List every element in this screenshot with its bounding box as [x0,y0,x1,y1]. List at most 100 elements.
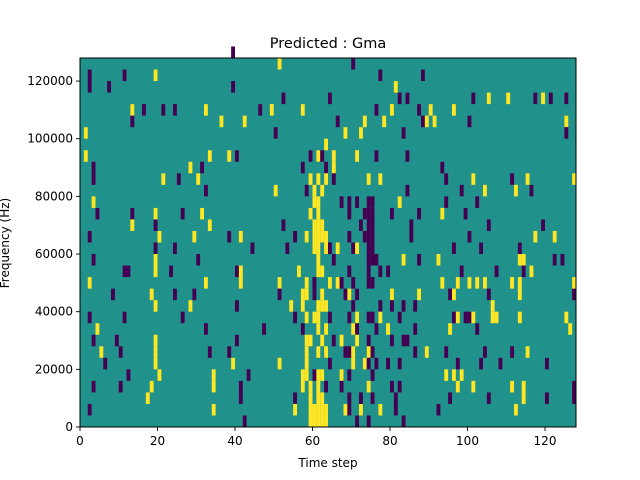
heatmap-cell-low [238,380,243,393]
heatmap-cell-low [250,242,255,255]
heatmap-cell-high [277,357,282,370]
heatmap-cell-high [448,323,453,335]
heatmap-cell-high [316,242,321,255]
heatmap-cell-low [204,323,208,335]
heatmap-cell-low [351,277,356,289]
heatmap-cell-low [114,334,119,347]
heatmap-cell-low [207,346,212,358]
x-tick-label: 100 [456,434,479,448]
heatmap-cell-high [564,115,569,128]
heatmap-cell-low [122,265,127,278]
heatmap-cell-high [316,369,321,381]
heatmap-cell-low [366,357,371,370]
heatmap-cell-low [173,242,177,255]
heatmap-cell-low [479,242,484,255]
heatmap-cell-high [153,346,158,358]
heatmap-cell-high [521,380,526,393]
heatmap-cell-low [347,369,352,381]
heatmap-cell-high [308,403,313,416]
heatmap-cell-high [312,311,317,324]
heatmap-cell-high [324,173,329,185]
heatmap-cell-high [320,369,325,381]
heatmap-cell-high [324,300,329,312]
heatmap-cell-low [320,150,325,162]
heatmap-cell-low [370,254,375,266]
heatmap-cell-low [122,69,127,82]
heatmap-cell-low [517,242,522,255]
heatmap-cell-high [436,254,441,266]
heatmap-cell-low [409,230,414,243]
heatmap-cell-high [312,242,317,255]
heatmap-cell-low [366,254,371,266]
heatmap-cell-low [153,242,158,255]
heatmap-cell-low [374,323,379,335]
heatmap-cell-low [475,196,480,208]
heatmap-cell-low [405,334,410,347]
heatmap-cell-low [312,277,317,289]
heatmap-cell-low [285,242,290,255]
heatmap-cell-low [374,104,379,116]
heatmap-cell-high [300,288,305,301]
heatmap-cell-low [359,392,363,404]
heatmap-cell-high [83,150,88,162]
heatmap-cell-high [483,277,487,289]
heatmap-cell-high [316,196,321,208]
heatmap-cell-high [324,403,329,416]
heatmap-cell-high [440,207,445,220]
heatmap-cell-low [370,346,375,358]
heatmap-cell-high [304,357,309,370]
y-tick-label: 20000 [35,362,73,376]
heatmap-cell-low [87,69,92,82]
heatmap-cell-low [448,288,453,301]
heatmap-cell-high [308,334,313,347]
heatmap-cell-low [87,403,92,416]
heatmap-cell-high [444,369,449,381]
heatmap-cell-high [316,380,321,393]
heatmap-cell-low [273,127,278,139]
heatmap-cell-low [204,184,208,197]
heatmap-cell-high [316,265,321,278]
heatmap-cell-high [238,265,243,278]
heatmap-cell-low [142,104,146,116]
heatmap-cell-high [153,254,158,266]
heatmap-cell-low [510,346,515,358]
heatmap-cell-high [304,311,309,324]
heatmap-cell-low [169,265,174,278]
heatmap-cell-high [304,230,309,243]
heatmap-cell-high [320,334,325,347]
heatmap-cell-low [258,104,263,116]
heatmap-cell-low [564,127,569,139]
heatmap-cell-high [304,277,309,289]
heatmap-cell-low [324,380,329,393]
heatmap-cell-low [436,403,441,416]
heatmap-cell-high [514,184,518,197]
heatmap-cell-high [351,346,356,358]
heatmap-cell-low [401,127,406,139]
heatmap-cell-low [91,380,96,393]
heatmap-cell-low [103,357,108,370]
heatmap-cell-high [471,380,476,393]
heatmap-cell-high [188,300,193,312]
heatmap-cell-high [467,277,472,289]
heatmap-cell-low [328,311,332,324]
heatmap-cell-low [401,300,406,312]
heatmap-cell-high [316,392,321,404]
y-tick-label: 60000 [35,247,73,261]
heatmap-cell-high [320,288,325,301]
heatmap-cell-low [533,92,538,105]
heatmap-cell-high [130,219,135,231]
heatmap-cell-low [308,150,313,162]
heatmap-cell-low [390,300,394,312]
heatmap-cell-high [238,277,243,289]
heatmap-cell-high [572,173,577,185]
heatmap-cell-low [235,334,239,347]
heatmap-cell-low [366,242,371,255]
heatmap-cell-high [207,219,212,231]
heatmap-cell-low [161,104,166,116]
heatmap-cell-high [471,311,476,324]
heatmap-cell-high [525,346,530,358]
heatmap-cell-high [525,173,530,185]
heatmap-cell-low [355,196,360,208]
heatmap-cell-low [362,230,367,243]
heatmap-cell-high [83,127,88,139]
